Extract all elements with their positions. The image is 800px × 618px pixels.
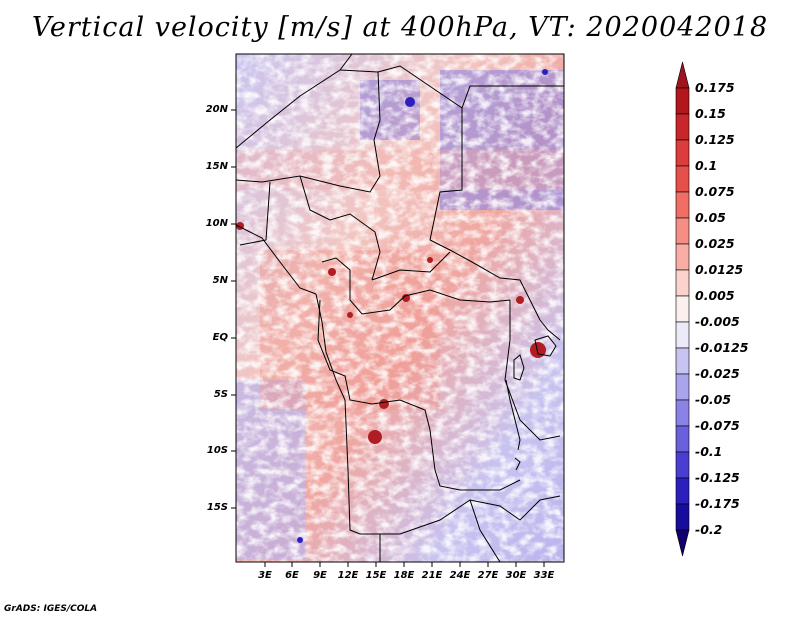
colorbar-label: 0.075 (695, 184, 735, 199)
colorbar-label: -0.1 (695, 444, 723, 459)
lon-label-27e: 27E (477, 570, 499, 581)
colorbar-segment (675, 451, 690, 479)
colorbar-label: 0.15 (695, 106, 726, 121)
colorbar-label: 0.05 (695, 210, 726, 225)
lon-label-6e: 6E (285, 570, 299, 581)
colorbar-label: -0.2 (695, 522, 723, 537)
colorbar-label: -0.175 (695, 496, 740, 511)
colorbar-segment (675, 477, 690, 505)
colorbar-label: -0.005 (695, 314, 740, 329)
strong-descent-spots (297, 69, 548, 543)
axis-ticks (231, 109, 545, 567)
colorbar-label: -0.05 (695, 392, 732, 407)
strong-ascent-spots (236, 222, 546, 444)
lon-label-33e: 33E (533, 570, 555, 581)
colorbar-label: 0.125 (695, 132, 735, 147)
footer-credit: GrADS: IGES/COLA (4, 604, 98, 614)
coastline (236, 224, 346, 401)
colorbar (675, 61, 690, 557)
colorbar-label: -0.075 (695, 418, 740, 433)
colorbar-segment (675, 503, 690, 531)
country-borders (236, 54, 564, 562)
colorbar-segment (675, 373, 690, 401)
colorbar-label: 0.1 (695, 158, 718, 173)
colorbar-segment (675, 191, 690, 219)
lat-label-15n: 15N (205, 161, 228, 172)
colorbar-label: -0.025 (695, 366, 740, 381)
vertical-velocity-field (236, 54, 564, 562)
lakes (505, 335, 557, 471)
colorbar-segment (675, 529, 690, 557)
colorbar-segment (675, 425, 690, 453)
lon-label-12e: 12E (337, 570, 359, 581)
lat-label-eq: EQ (212, 332, 228, 343)
map-frame (235, 53, 565, 563)
page-title: Vertical velocity [m/s] at 400hPa, VT: 2… (31, 12, 769, 43)
lat-label-10s: 10S (206, 445, 228, 456)
lat-label-15s: 15S (206, 502, 228, 513)
colorbar-segment (675, 399, 690, 427)
colorbar-segment (675, 347, 690, 375)
colorbar-label: 0.0125 (695, 262, 744, 277)
lon-label-18e: 18E (393, 570, 415, 581)
colorbar-segment (675, 269, 690, 297)
colorbar-label: -0.125 (695, 470, 740, 485)
lon-label-15e: 15E (365, 570, 387, 581)
lat-label-10n: 10N (205, 218, 228, 229)
lat-label-5n: 5N (212, 275, 228, 286)
lon-label-24e: 24E (449, 570, 471, 581)
colorbar-segment (675, 113, 690, 141)
colorbar-segment (675, 165, 690, 193)
lon-label-9e: 9E (313, 570, 327, 581)
lon-label-3e: 3E (258, 570, 272, 581)
colorbar-segment (675, 217, 690, 245)
lat-label-5s: 5S (213, 389, 228, 400)
colorbar-segment (675, 243, 690, 271)
colorbar-label: 0.005 (695, 288, 735, 303)
colorbar-segment (675, 87, 690, 115)
colorbar-segment (675, 321, 690, 349)
colorbar-segment (675, 61, 690, 89)
colorbar-label: -0.0125 (695, 340, 749, 355)
colorbar-segment (675, 295, 690, 323)
lon-label-21e: 21E (421, 570, 443, 581)
lon-label-30e: 30E (505, 570, 527, 581)
colorbar-segment (675, 139, 690, 167)
lat-label-20n: 20N (205, 104, 228, 115)
colorbar-label: 0.175 (695, 80, 735, 95)
colorbar-label: 0.025 (695, 236, 735, 251)
